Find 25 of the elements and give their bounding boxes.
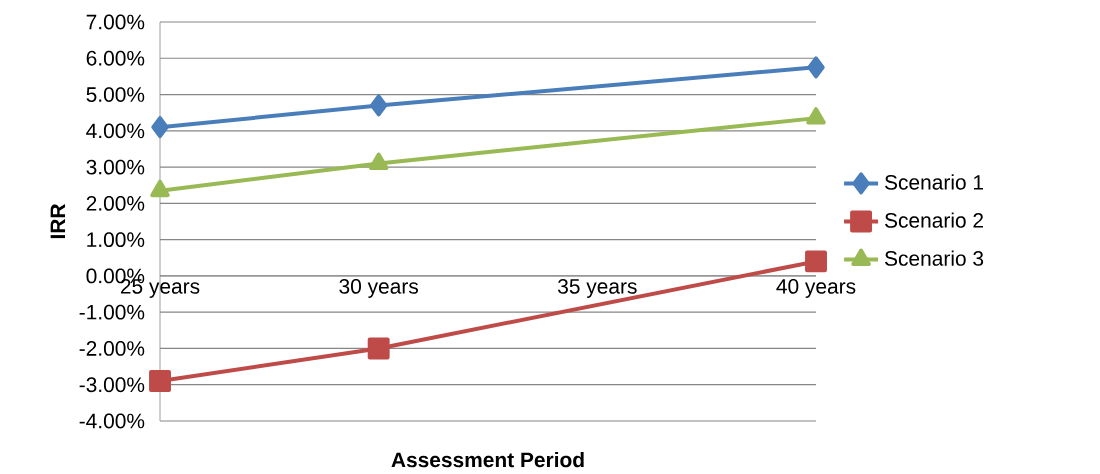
point: [151, 116, 169, 139]
legend-label: Scenario 3: [884, 250, 984, 266]
legend-label: Scenario 1: [884, 174, 983, 190]
y-tick-label: -2.00%: [79, 341, 145, 356]
y-tick-label: 6.00%: [86, 50, 145, 66]
y-tick-label: -3.00%: [79, 377, 145, 393]
y-tick-label: 1.00%: [87, 232, 145, 248]
y-tick-label: -4.00%: [79, 413, 145, 429]
point: [367, 337, 390, 360]
x-axis-title: Assessment Period: [391, 451, 584, 468]
point: [805, 250, 827, 273]
y-tick-label: 5.00%: [86, 87, 145, 102]
y-axis-title: IRR: [50, 203, 66, 239]
y-tick-label: 7.00%: [86, 14, 145, 30]
point: [369, 94, 388, 117]
y-tick-label: 3.00%: [86, 159, 145, 175]
x-tick-label: 40 years: [776, 279, 856, 298]
x-tick-label: 30 years: [339, 279, 418, 298]
y-tick-label: 4.00%: [86, 123, 145, 139]
x-tick-label: 35 years: [558, 279, 637, 298]
legend-label: Scenario 2: [884, 212, 983, 228]
y-tick-label: -1.00%: [79, 304, 145, 320]
y-tick-label: 2.00%: [86, 195, 145, 211]
point: [149, 370, 171, 393]
point: [807, 56, 825, 79]
